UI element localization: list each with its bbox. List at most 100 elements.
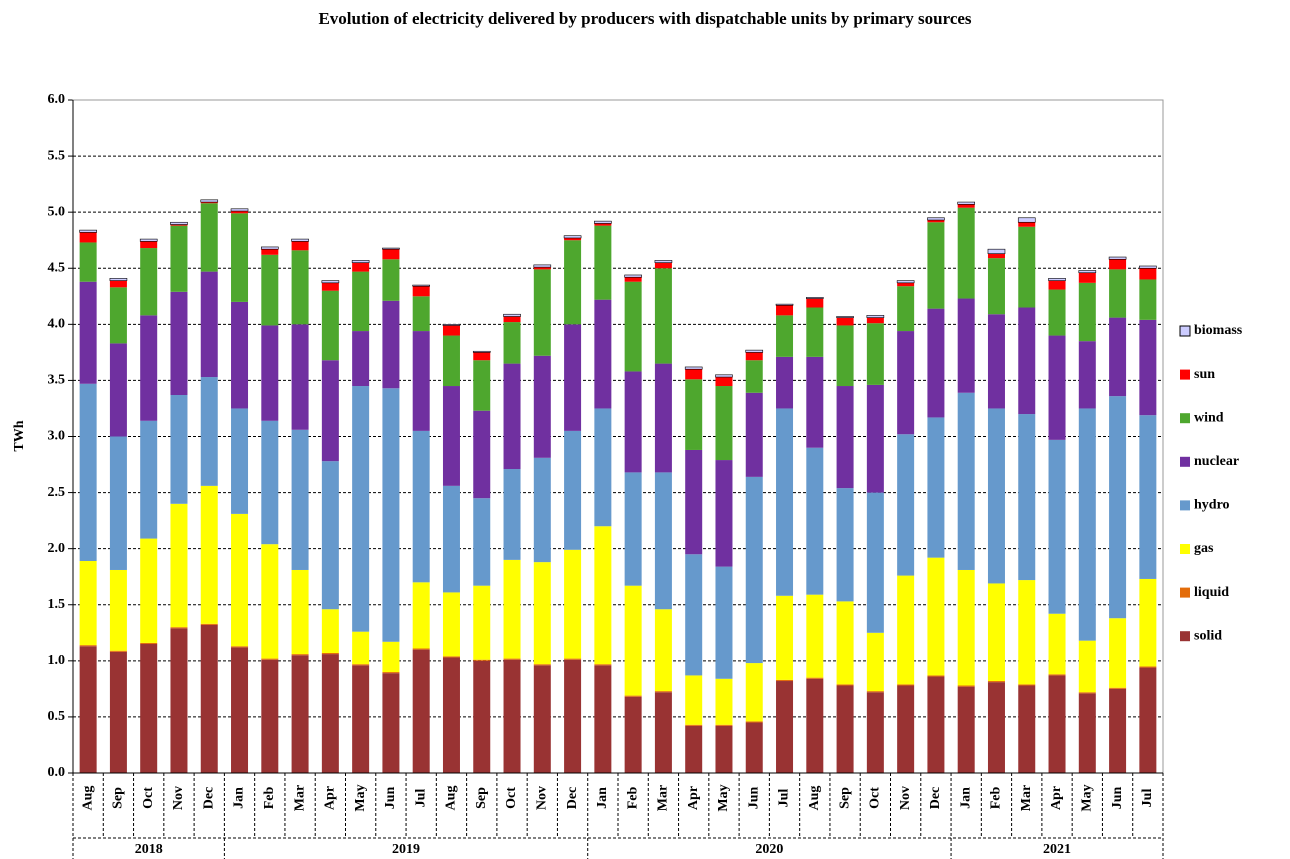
bar-segment xyxy=(1048,280,1066,290)
bar-segment xyxy=(442,324,461,326)
bar-segment xyxy=(776,595,794,680)
x-tick-label: Aug xyxy=(807,786,822,811)
bar-segment xyxy=(866,691,884,693)
year-label: 2018 xyxy=(135,842,163,857)
x-tick-label: Dec xyxy=(201,787,216,810)
bar-segment xyxy=(321,654,339,773)
bar-segment xyxy=(806,297,824,299)
bar-segment xyxy=(866,317,884,324)
bar-segment xyxy=(261,659,279,773)
bar-segment xyxy=(685,675,703,725)
bar-segment xyxy=(654,609,672,692)
x-tick-label: Jul xyxy=(1140,789,1155,808)
x-tick-label: Dec xyxy=(565,787,580,810)
x-tick-label: Sep xyxy=(837,787,852,809)
bar-segment xyxy=(442,325,460,336)
x-tick-label: Oct xyxy=(868,787,883,809)
bar-segment xyxy=(1139,578,1157,667)
y-tick-label: 5.0 xyxy=(48,204,66,219)
bar-segment xyxy=(836,386,854,489)
bar-segment xyxy=(594,665,612,773)
bar-segment xyxy=(533,562,551,665)
bar-segment xyxy=(685,725,703,773)
bar-segment xyxy=(1078,282,1096,342)
legend-label: nuclear xyxy=(1194,454,1239,469)
y-tick-label: 1.0 xyxy=(48,653,66,668)
bar-segment xyxy=(897,286,915,332)
bar-segment xyxy=(806,298,824,308)
bar-segment xyxy=(1048,335,1066,440)
bar-segment xyxy=(442,592,460,657)
bar-segment xyxy=(200,199,219,203)
bar-segment xyxy=(231,646,249,648)
bar-segment xyxy=(745,349,764,353)
legend-label: wind xyxy=(1194,410,1224,425)
legend-label: liquid xyxy=(1194,585,1229,600)
bar-segment xyxy=(1109,396,1127,619)
bar-segment xyxy=(79,561,97,646)
bar-segment xyxy=(776,315,794,357)
bar-segment xyxy=(897,685,915,773)
bar-segment xyxy=(957,201,975,205)
bar-segment xyxy=(927,217,945,221)
bar-segment xyxy=(897,282,915,287)
bar-segment xyxy=(1139,279,1157,320)
bar-segment xyxy=(352,631,370,665)
x-tick-label: Dec xyxy=(928,787,943,810)
bar-segment xyxy=(140,642,158,645)
bar-segment xyxy=(624,695,642,697)
x-tick-label: Mar xyxy=(1019,785,1034,811)
year-label: 2020 xyxy=(755,842,783,857)
year-label: 2019 xyxy=(392,842,420,857)
bar-segment xyxy=(170,221,188,225)
bar-segment xyxy=(382,672,400,674)
bar-segment xyxy=(1018,307,1036,415)
bar-segment xyxy=(957,298,975,393)
bar-segment xyxy=(200,623,218,625)
bar-segment xyxy=(291,654,309,656)
bar-segment xyxy=(897,331,915,435)
x-tick-label: Apr xyxy=(686,786,701,810)
bar-segment xyxy=(1139,666,1157,668)
bar-segment xyxy=(382,259,400,301)
bar-segment xyxy=(806,356,824,448)
legend-swatch xyxy=(1180,587,1190,598)
bar-segment xyxy=(170,503,188,628)
bar-segment xyxy=(352,665,370,773)
bar-segment xyxy=(685,724,703,726)
bar-segment xyxy=(715,374,733,378)
bar-segment xyxy=(291,655,309,773)
y-tick-label: 1.5 xyxy=(48,597,66,612)
bar-segment xyxy=(109,650,127,652)
bar-segment xyxy=(473,410,491,499)
legend-label: sun xyxy=(1194,367,1215,382)
x-tick-label: Oct xyxy=(141,787,156,809)
legend-swatch xyxy=(1180,500,1190,511)
bar-segment xyxy=(775,303,794,306)
bar-segment xyxy=(442,657,460,773)
bar-segment xyxy=(473,659,491,661)
bar-segment xyxy=(564,324,582,431)
bar-segment xyxy=(564,430,582,550)
bar-segment xyxy=(776,681,794,773)
bar-segment xyxy=(79,383,97,562)
x-tick-label: Apr xyxy=(1049,786,1064,810)
bar-segment xyxy=(685,449,703,555)
bar-segment xyxy=(897,434,915,576)
bar-segment xyxy=(987,258,1005,315)
bar-segment xyxy=(109,651,127,773)
bar-segment xyxy=(79,281,97,384)
bar-segment xyxy=(261,325,279,421)
y-tick-label: 3.5 xyxy=(48,373,66,388)
bar-segment xyxy=(503,322,521,364)
bar-segment xyxy=(957,686,975,773)
bar-segment xyxy=(745,476,763,664)
bar-segment xyxy=(957,207,975,299)
bar-segment xyxy=(230,208,249,212)
bar-segment xyxy=(412,286,430,297)
bar-segment xyxy=(624,371,642,473)
bar-segment xyxy=(654,472,672,610)
bar-segment xyxy=(321,652,339,655)
bar-segment xyxy=(139,238,158,242)
bar-segment xyxy=(927,220,945,223)
